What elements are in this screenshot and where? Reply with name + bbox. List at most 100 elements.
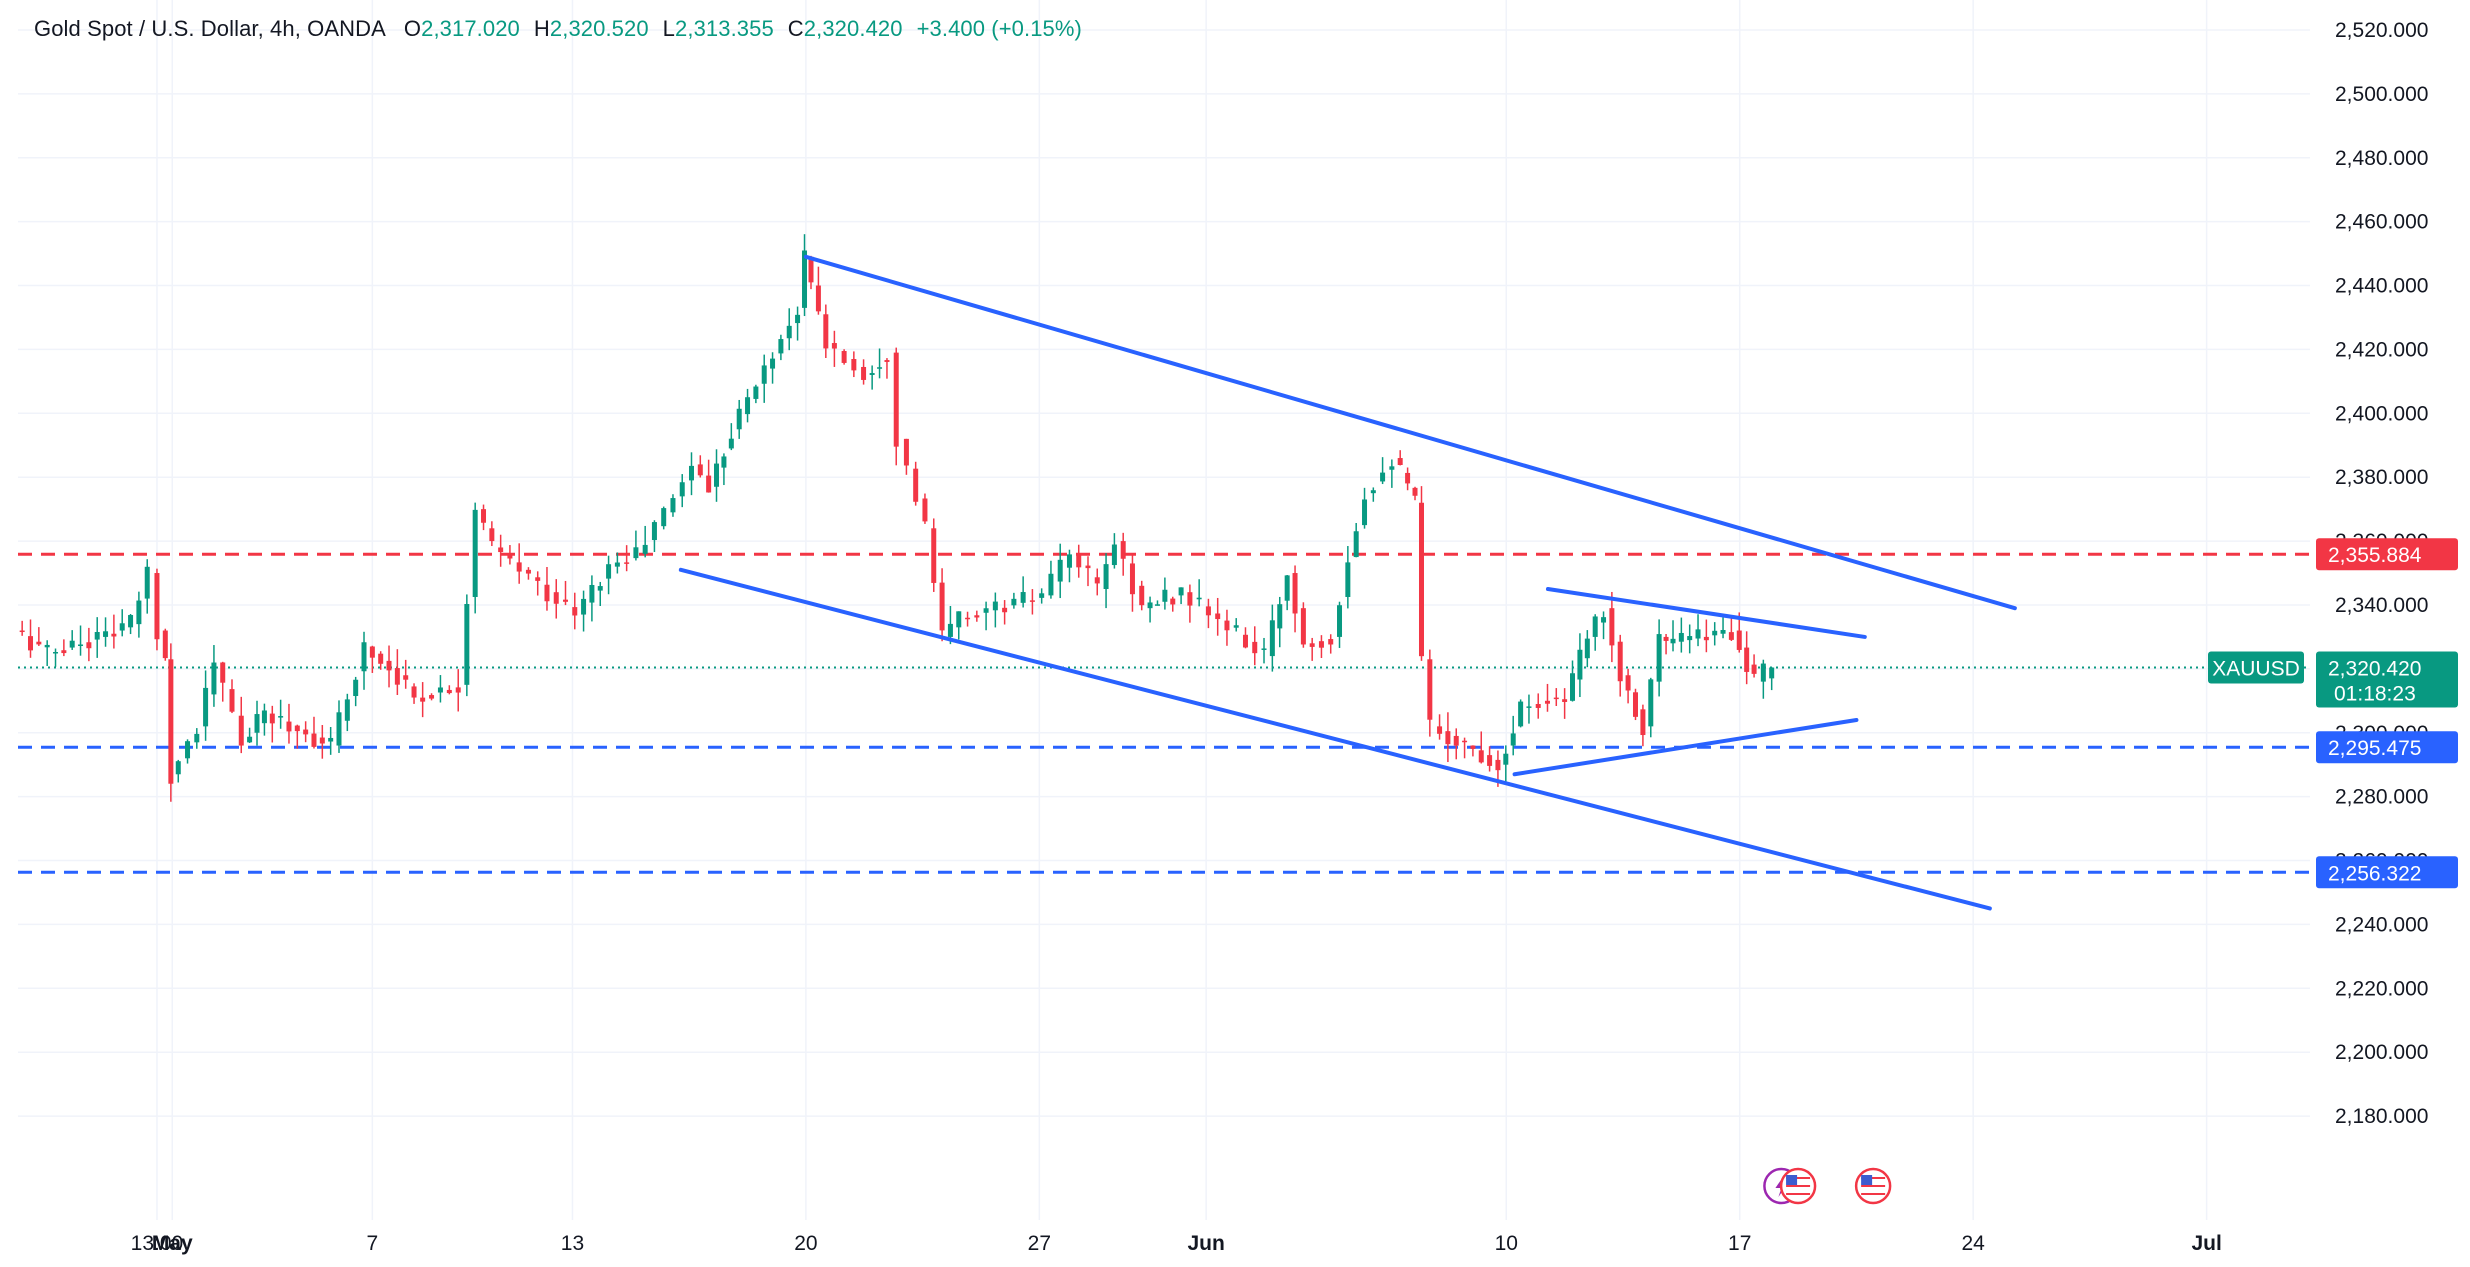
x-tick-label: 13:00 — [131, 1232, 184, 1255]
x-tick-label: Jun — [1187, 1232, 1224, 1255]
candle-body — [1397, 458, 1403, 465]
candle-body — [714, 463, 720, 487]
candle-body — [1020, 592, 1026, 603]
candle-body — [1380, 472, 1386, 482]
candle-body — [1640, 709, 1646, 736]
candle-body — [786, 325, 792, 339]
candle-body — [154, 573, 160, 640]
candle-body — [1362, 499, 1368, 526]
candle-body — [1187, 592, 1193, 606]
candle-body — [44, 644, 50, 648]
candle-body — [1048, 573, 1054, 596]
candle-body — [1337, 605, 1343, 637]
candlestick-series — [19, 234, 1775, 802]
candle-body — [1011, 598, 1017, 606]
candle-body — [697, 464, 703, 476]
candle-body — [1445, 731, 1451, 745]
candle-body — [831, 343, 837, 349]
candle-body — [28, 636, 34, 651]
candle-body — [1544, 700, 1550, 704]
candle-body — [1242, 634, 1248, 648]
level-tag-box — [2316, 856, 2458, 889]
x-tick-label: 27 — [1028, 1232, 1051, 1255]
candle-body — [429, 695, 435, 699]
candle-body — [507, 554, 513, 559]
instrument-title: Gold Spot / U.S. Dollar, 4h, OANDA — [34, 16, 386, 41]
candle-body — [420, 697, 426, 702]
candle-body — [261, 710, 267, 724]
x-tick-label: 24 — [1961, 1232, 1985, 1255]
candle-body — [544, 584, 550, 602]
candle-body — [841, 351, 847, 363]
candle-body — [614, 562, 620, 567]
candle-body — [403, 675, 409, 680]
close-label: C — [787, 16, 804, 41]
candle-body — [956, 611, 962, 628]
candle-body — [103, 631, 109, 637]
candle-body — [589, 584, 595, 603]
candle-body — [1139, 585, 1145, 606]
candle-body — [1196, 597, 1202, 600]
candle-body — [770, 358, 776, 369]
candle-body — [1478, 750, 1484, 763]
candle-body — [185, 741, 191, 759]
candle-body — [869, 373, 875, 375]
candle-body — [992, 601, 998, 611]
candle-body — [1678, 632, 1684, 642]
candle-body — [1663, 636, 1669, 641]
candle-body — [238, 715, 244, 746]
candle-body — [851, 359, 857, 371]
candle-body — [1300, 608, 1306, 645]
y-tick-label: 2,460.000 — [2335, 211, 2428, 234]
y-tick-label: 2,220.000 — [2335, 977, 2428, 1000]
candle-body — [1129, 563, 1135, 595]
candle-body — [778, 339, 784, 354]
candle-body — [633, 547, 639, 559]
candle-body — [1029, 600, 1035, 602]
candle-body — [220, 662, 226, 683]
candle-body — [913, 468, 919, 502]
candle-body — [606, 564, 612, 579]
candle-body — [1412, 487, 1418, 496]
trendlines — [678, 254, 2017, 911]
candle-body — [1535, 704, 1541, 708]
candle-body — [464, 604, 470, 685]
level-tag-text: 2,256.322 — [2328, 862, 2421, 885]
candle-body — [1617, 641, 1623, 682]
y-tick-label: 2,180.000 — [2335, 1105, 2428, 1128]
candle-body — [661, 508, 667, 527]
x-tick-label: Jul — [2191, 1232, 2221, 1255]
chart-legend-header: Gold Spot / U.S. Dollar, 4h, OANDA O2,317… — [34, 16, 1082, 42]
price-axis[interactable]: 2,180.0002,200.0002,220.0002,240.0002,26… — [2310, 0, 2470, 1267]
candle-body — [974, 615, 980, 618]
x-tick-label: May — [152, 1232, 193, 1255]
candle-body — [61, 650, 67, 654]
candle-body — [1094, 577, 1100, 584]
candle-body — [931, 528, 937, 583]
candle-body — [1592, 616, 1598, 637]
candle-body — [1427, 659, 1433, 720]
candle-body — [1389, 466, 1395, 470]
candle-body — [119, 623, 125, 631]
candle-body — [1345, 562, 1351, 597]
candle-body — [1728, 632, 1734, 640]
candle-body — [802, 250, 808, 308]
candle-body — [1370, 490, 1376, 494]
y-tick-label: 2,500.000 — [2335, 83, 2428, 106]
level-tag-text: 2,295.475 — [2328, 737, 2421, 760]
candle-body — [1760, 663, 1766, 682]
symbol-tag-box — [2208, 651, 2304, 684]
symbol-tag-text: XAUUSD — [2212, 658, 2300, 681]
candle-body — [1224, 620, 1230, 631]
candle-body — [823, 314, 829, 349]
candle-body — [437, 687, 443, 693]
countdown-text: 01:18:23 — [2334, 683, 2416, 706]
us-flag-icon — [1779, 1167, 1817, 1205]
candle-body — [446, 689, 452, 694]
candle-body — [1510, 733, 1516, 746]
close-value: 2,320.420 — [803, 16, 903, 41]
candle-body — [1495, 759, 1501, 771]
candle-body — [1712, 630, 1718, 636]
